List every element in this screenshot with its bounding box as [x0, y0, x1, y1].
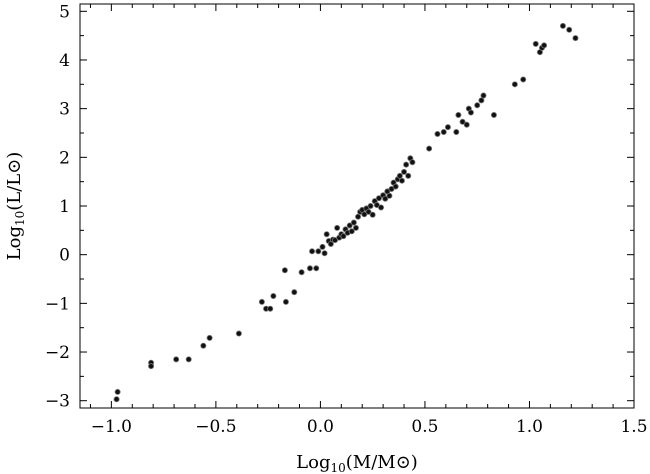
data-point [478, 97, 485, 104]
data-point [459, 118, 466, 125]
data-points [113, 22, 579, 403]
data-point [403, 161, 410, 168]
y-tick-label: 3 [59, 100, 70, 120]
data-point [378, 204, 385, 211]
data-point [298, 269, 305, 276]
data-point [306, 265, 313, 272]
data-point [334, 224, 341, 231]
y-axis-ticks: −3 −2 −1 0 1 2 3 4 5 [45, 2, 634, 412]
data-point [375, 195, 382, 202]
data-point [434, 130, 441, 137]
data-point [313, 265, 320, 272]
y-tick-label: 1 [59, 197, 70, 217]
data-point [444, 124, 451, 131]
data-point [114, 388, 121, 395]
data-point [480, 92, 487, 99]
data-point [566, 26, 573, 33]
y-tick-label: 4 [59, 51, 70, 71]
data-point [319, 243, 326, 250]
data-point [315, 248, 322, 255]
plot-frame [79, 3, 635, 409]
data-point [365, 208, 372, 215]
data-point [453, 129, 460, 136]
data-point [258, 298, 265, 305]
data-point [185, 356, 192, 363]
data-point [369, 211, 376, 218]
x-tick-label: −1.0 [91, 417, 132, 437]
data-point [282, 298, 289, 305]
data-point [474, 102, 481, 109]
data-point [267, 305, 274, 312]
data-point [113, 396, 120, 403]
y-tick-label: −1 [45, 294, 70, 314]
data-point [559, 22, 566, 29]
data-point [401, 168, 408, 175]
y-tick-label: 2 [59, 148, 70, 168]
y-tick-label: 0 [59, 246, 70, 266]
data-point [350, 219, 357, 226]
data-point [323, 231, 330, 238]
data-point [148, 363, 155, 370]
data-point [367, 202, 374, 209]
data-point [392, 183, 399, 190]
data-point [520, 76, 527, 83]
data-point [352, 224, 359, 231]
data-point [467, 109, 474, 116]
data-point [206, 334, 213, 341]
data-point [291, 289, 298, 296]
data-point [532, 40, 539, 47]
data-point [346, 222, 353, 229]
data-point [348, 228, 355, 235]
data-point [270, 293, 277, 300]
data-point [455, 111, 462, 118]
data-point [396, 172, 403, 179]
data-point [386, 192, 393, 199]
x-axis-label: Log10(M/M⊙) [296, 452, 418, 474]
data-point [309, 248, 316, 255]
data-point [426, 145, 433, 152]
data-point [281, 267, 288, 274]
data-point [490, 111, 497, 118]
data-point [340, 233, 347, 240]
data-point [173, 356, 180, 363]
y-tick-label: −3 [45, 392, 70, 412]
data-point [572, 35, 579, 42]
data-point [398, 177, 405, 184]
x-axis-ticks: −1.0 −0.5 0.0 0.5 1.0 1.5 [89, 4, 648, 437]
y-tick-label: −2 [45, 343, 70, 363]
data-point [200, 342, 207, 349]
data-point [440, 129, 447, 136]
data-point [382, 195, 389, 202]
data-point [235, 330, 242, 337]
data-point [355, 213, 362, 220]
data-point [405, 172, 412, 179]
y-tick-label: 5 [59, 2, 70, 22]
data-point [511, 81, 518, 88]
x-tick-label: 1.0 [516, 417, 543, 437]
data-point [541, 42, 548, 49]
data-point [409, 159, 416, 166]
x-tick-label: −0.5 [195, 417, 236, 437]
x-tick-label: 0.0 [307, 417, 334, 437]
data-point [463, 121, 470, 128]
y-axis-label: Log10(L/L⊙) [4, 152, 27, 261]
data-point [321, 250, 328, 257]
x-tick-label: 0.5 [411, 417, 438, 437]
x-tick-label: 1.5 [620, 417, 647, 437]
